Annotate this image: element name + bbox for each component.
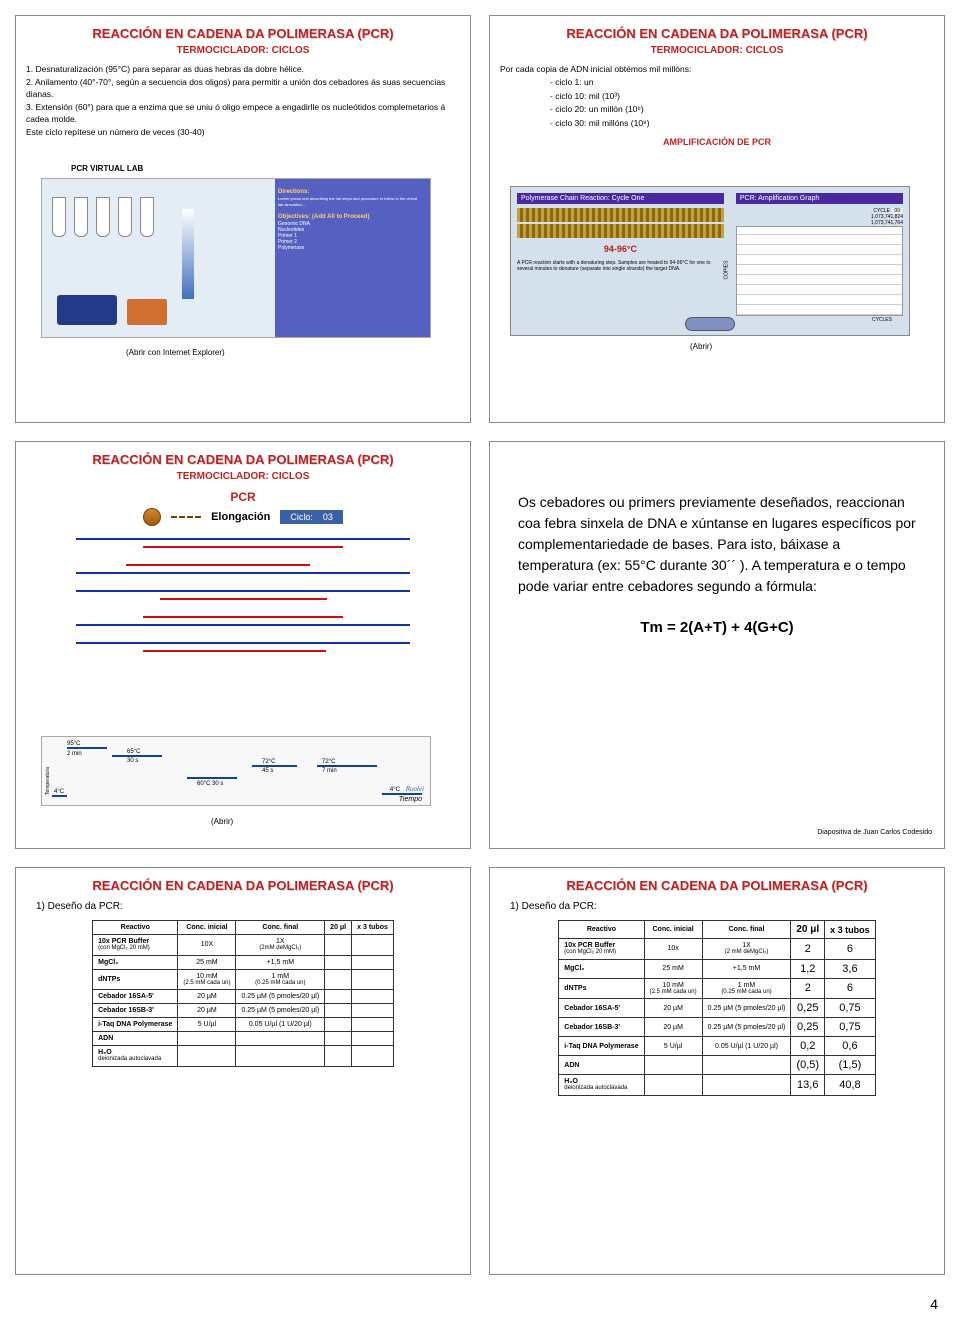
slide-subtitle: TERMOCICLADOR: CICLOS bbox=[26, 471, 460, 482]
step-3: 3. Extensión (60°) para que a enzima que… bbox=[26, 102, 460, 125]
pcr-label: PCR bbox=[26, 490, 460, 504]
slide-title: REACCIÓN EN CADENA DA POLIMERASA (PCR) bbox=[500, 26, 934, 41]
elong-label: Elongación bbox=[211, 511, 270, 523]
cycle-1: - ciclo 1: un bbox=[500, 77, 934, 88]
play-icon[interactable] bbox=[143, 508, 161, 526]
virtlab-label: PCR VIRTUAL LAB bbox=[71, 164, 143, 173]
cycle-30: - ciclo 30: mil millóns (10⁹) bbox=[500, 118, 934, 129]
objectives-label: Objectives: (Add All to Proceed) bbox=[278, 214, 369, 220]
primers-text: Os cebadores ou primers previamente dese… bbox=[500, 452, 934, 607]
cycle-counter: Ciclo: 03 bbox=[280, 510, 343, 524]
slide-4: Os cebadores ou primers previamente dese… bbox=[489, 441, 945, 849]
reagent-table-empty: ReactivoConc. inicialConc. final20 μlx 3… bbox=[92, 920, 394, 1067]
slide-6: REACCIÓN EN CADENA DA POLIMERASA (PCR) 1… bbox=[489, 867, 945, 1275]
play-button[interactable] bbox=[685, 317, 735, 331]
slide-title: REACCIÓN EN CADENA DA POLIMERASA (PCR) bbox=[26, 26, 460, 41]
slide-title: REACCIÓN EN CADENA DA POLIMERASA (PCR) bbox=[26, 878, 460, 893]
temp-graph: 95°C 2 min 65°C 30 s 60°C 30 s 72°C 45 s… bbox=[41, 736, 431, 806]
slide-5: REACCIÓN EN CADENA DA POLIMERASA (PCR) 1… bbox=[15, 867, 471, 1275]
virtlab-caption: (Abrir con Internet Explorer) bbox=[126, 348, 225, 357]
slide-subtitle: TERMOCICLADOR: CICLOS bbox=[26, 45, 460, 56]
design-label: 1) Deseño da PCR: bbox=[510, 901, 934, 912]
cycle-20: - ciclo 20: un millón (10⁶) bbox=[500, 104, 934, 115]
dna-strands bbox=[26, 538, 460, 654]
step-4: Este ciclo repítese un número de veces (… bbox=[26, 127, 460, 138]
intro: Por cada copia de ADN inicial obtémos mi… bbox=[500, 64, 934, 75]
formula: Tm = 2(A+T) + 4(G+C) bbox=[500, 619, 934, 636]
slide3-caption: (Abrir) bbox=[211, 817, 233, 826]
page-number: 4 bbox=[930, 1296, 938, 1312]
cycle-10: - ciclo 10: mil (10³) bbox=[500, 91, 934, 102]
design-label: 1) Deseño da PCR: bbox=[36, 901, 460, 912]
slide-2: REACCIÓN EN CADENA DA POLIMERASA (PCR) T… bbox=[489, 15, 945, 423]
directions-label: Directions: bbox=[278, 189, 309, 195]
slide-title: REACCIÓN EN CADENA DA POLIMERASA (PCR) bbox=[26, 452, 460, 467]
slide-3: REACCIÓN EN CADENA DA POLIMERASA (PCR) T… bbox=[15, 441, 471, 849]
slide-1: REACCIÓN EN CADENA DA POLIMERASA (PCR) T… bbox=[15, 15, 471, 423]
amp-label: AMPLIFICACIÓN DE PCR bbox=[500, 137, 934, 147]
virtlab-image: Directions: Lorem ipsum text describing … bbox=[41, 178, 431, 338]
amp-image: Polymerase Chain Reaction: Cycle One 94-… bbox=[510, 186, 910, 336]
amp-caption: (Abrir) bbox=[690, 342, 712, 351]
step-1: 1. Desnaturalización (95°C) para separar… bbox=[26, 64, 460, 75]
credit: Diapositiva de Juan Carlos Codesido bbox=[817, 829, 932, 836]
slide-title: REACCIÓN EN CADENA DA POLIMERASA (PCR) bbox=[500, 878, 934, 893]
slide-subtitle: TERMOCICLADOR: CICLOS bbox=[500, 45, 934, 56]
reagent-table-filled: ReactivoConc. inicialConc. final20 μlx 3… bbox=[558, 920, 875, 1096]
step-2: 2. Anilamento (40°-70°, según a secuenci… bbox=[26, 77, 460, 100]
